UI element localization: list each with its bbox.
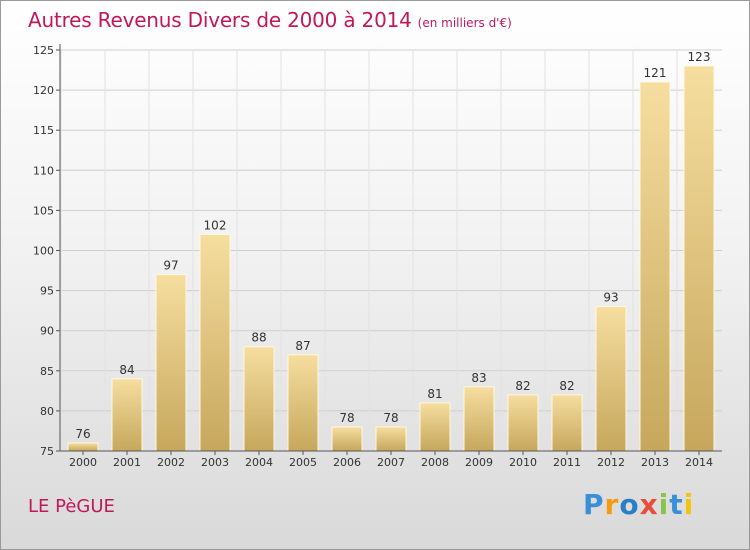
y-tick-label: 115: [33, 124, 54, 137]
x-tick-label-2003: 2003: [201, 456, 229, 469]
x-tick-label-2002: 2002: [157, 456, 185, 469]
logo-letter: o: [619, 488, 640, 521]
bar-2006: [331, 426, 363, 452]
data-label-2004: 88: [251, 331, 266, 345]
bars: 76 84 97 102 88 87 78 78 81 83 82 82 93 121 123: [67, 50, 715, 452]
y-tick-label: 80: [40, 405, 54, 418]
y-tick-label: 100: [33, 245, 54, 258]
data-label-2008: 81: [427, 387, 442, 401]
data-label-2010: 82: [515, 379, 530, 393]
bar-2000: [67, 442, 99, 452]
bar-2005: [287, 354, 319, 452]
x-tick-label-2008: 2008: [421, 456, 449, 469]
bar-2001: [111, 378, 143, 452]
bar-2008: [419, 402, 451, 452]
bar-2009: [463, 386, 495, 452]
logo-letter: i: [658, 488, 670, 521]
logo-letter: r: [604, 488, 620, 521]
y-tick-label: 125: [33, 44, 54, 57]
data-label-2003: 102: [204, 218, 227, 232]
x-tick-label-2014: 2014: [685, 456, 713, 469]
y-tick-label: 120: [33, 84, 54, 97]
x-tick-label-2005: 2005: [289, 456, 317, 469]
proxiti-logo: Proxiti: [583, 488, 694, 521]
chart-subtitle: (en milliers d'€): [417, 16, 512, 30]
bar-2011: [551, 394, 583, 452]
logo-letter: i: [683, 488, 695, 521]
x-tick-label-2011: 2011: [553, 456, 581, 469]
y-tick-label: 95: [40, 285, 54, 298]
data-label-2007: 78: [383, 411, 398, 425]
data-label-2005: 87: [295, 339, 310, 353]
data-label-2001: 84: [119, 363, 134, 377]
data-label-2009: 83: [471, 371, 486, 385]
location-label: LE PèGUE: [28, 496, 115, 517]
title-line: Autres Revenus Divers de 2000 à 2014 (en …: [28, 8, 512, 32]
data-label-2013: 121: [644, 66, 667, 80]
x-tick-label-2000: 2000: [69, 456, 97, 469]
y-tick-label: 105: [33, 204, 54, 217]
x-tick-label-2012: 2012: [597, 456, 625, 469]
bar-2012: [595, 306, 627, 452]
x-tick-label-2009: 2009: [465, 456, 493, 469]
data-label-2000: 76: [75, 427, 90, 441]
data-label-2014: 123: [688, 50, 711, 64]
logo-letter: P: [583, 488, 605, 521]
data-label-2011: 82: [559, 379, 574, 393]
y-tick-label: 85: [40, 365, 54, 378]
logo-letter: t: [669, 488, 684, 521]
chart-title: Autres Revenus Divers de 2000 à 2014: [28, 8, 412, 32]
x-tick-label-2004: 2004: [245, 456, 273, 469]
bar-2013: [639, 81, 671, 452]
bar-2014: [683, 65, 715, 452]
bar-2007: [375, 426, 407, 452]
y-tick-label: 75: [40, 445, 54, 458]
x-tick-label-2006: 2006: [333, 456, 361, 469]
x-tick-label-2007: 2007: [377, 456, 405, 469]
y-tick-label: 110: [33, 164, 54, 177]
data-label-2002: 97: [163, 259, 178, 273]
x-tick-label-2010: 2010: [509, 456, 537, 469]
y-tick-label: 90: [40, 325, 54, 338]
bar-2002: [155, 274, 187, 452]
logo-letter: x: [639, 488, 659, 521]
x-tick-label-2001: 2001: [113, 456, 141, 469]
axes: 75 80 85 90 95 100 105 110 115 120 125 2000 2001 2002…: [33, 44, 722, 469]
bar-2004: [243, 346, 275, 452]
bar-2010: [507, 394, 539, 452]
data-label-2006: 78: [339, 411, 354, 425]
data-label-2012: 93: [603, 291, 618, 305]
bar-2003: [199, 233, 231, 452]
x-tick-label-2013: 2013: [641, 456, 669, 469]
